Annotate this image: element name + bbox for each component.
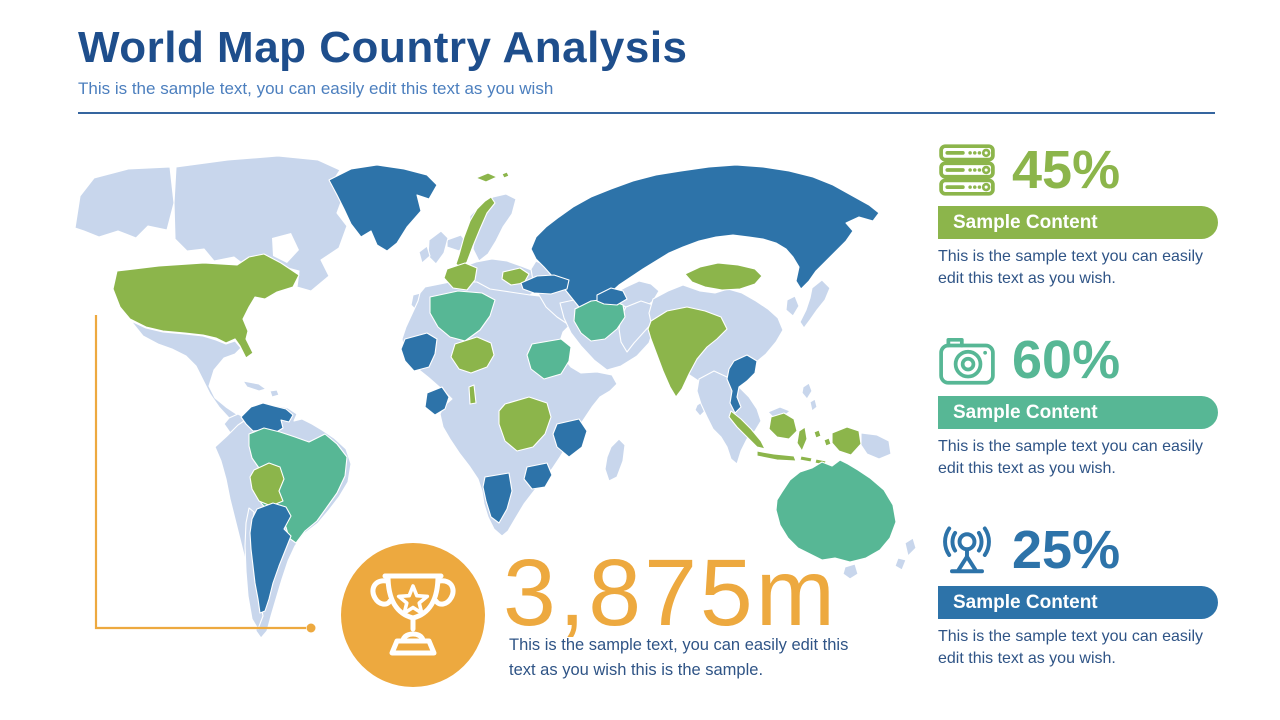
stat-value: 45% [1012,140,1121,200]
kpi-value: 3,875m [503,540,838,646]
header: World Map Country Analysis This is the s… [78,23,1218,99]
country-canada [173,155,348,292]
kpi-description: This is the sample text, you can easily … [509,636,849,679]
star-icon [396,584,430,615]
trophy-badge [341,543,485,687]
stat-top-row: 45% [938,140,1228,200]
country-argentina [249,502,292,614]
country-alaska [74,166,175,239]
stat-value: 60% [1012,330,1121,390]
hudson-bay [272,233,299,263]
camera-icon [939,337,995,385]
stat-block-camera: 60% Sample Content This is the sample te… [938,330,1228,481]
country-madagascar [604,438,626,482]
header-divider [78,112,1215,114]
callout-bracket [94,315,316,633]
country-mongolia [684,262,763,291]
country-namibia [482,472,513,524]
country-philippines [801,382,813,400]
country-japan [799,279,831,329]
country-ireland [418,245,431,264]
country-thailand [726,354,758,414]
country-united-kingdom [427,230,449,265]
country-indonesia-west-papua [831,426,862,456]
country-benin [468,384,477,405]
country-sudan [526,338,572,380]
country-france [443,262,478,291]
country-niger [450,336,495,374]
country-indonesia-lesser-sunda [799,455,813,463]
country-ivory-coast [424,386,450,416]
page-title: World Map Country Analysis [78,23,688,72]
country-united-states [112,253,300,359]
country-dr-congo [498,396,552,452]
country-mexico [130,320,248,425]
country-turkey [520,274,570,295]
stat-top-row: 60% [938,330,1228,390]
country-mauritania [400,332,438,372]
country-zimbabwe [523,462,553,490]
country-indonesia-sumatra [728,410,766,450]
trophy-circle [341,543,485,687]
country-indonesia-borneo [768,412,798,440]
stat-value: 25% [1012,520,1121,580]
stat-description: This is the sample text you can easily e… [938,438,1204,478]
stat-block-broadcast: 25% Sample Content This is the sample te… [938,520,1228,671]
country-korea [785,295,800,317]
server-icon [939,144,995,196]
country-bolivia [249,462,285,507]
country-turkmenistan [596,287,628,306]
country-philippines-south [809,398,818,412]
map-highlighted-countries [112,164,897,614]
country-tanzania [552,418,588,458]
country-papua-new-guinea [860,432,892,460]
country-new-zealand-north [904,537,917,557]
country-algeria [429,290,496,342]
country-indonesia-sulawesi [796,426,808,452]
stat-top-row: 25% [938,520,1228,580]
country-cuba [242,380,267,392]
region-svalbard [475,172,498,183]
country-indonesia-maluku [813,429,822,439]
country-new-zealand-south [894,557,907,571]
country-australia [775,459,897,563]
country-venezuela [240,402,294,434]
country-indonesia-java [756,450,797,462]
broadcast-icon [943,526,991,574]
country-tasmania [842,563,859,580]
country-hispaniola [269,389,280,398]
region-svalbard-east [501,171,510,179]
stat-banner: Sample Content [938,586,1218,619]
country-indonesia-maluku-east [823,437,832,447]
stat-banner: Sample Content [938,206,1218,239]
country-india [647,306,728,398]
stat-block-servers: 45% Sample Content This is the sample te… [938,140,1228,291]
trophy-icon [370,573,456,656]
country-greenland [328,164,438,252]
stat-description: This is the sample text you can easily e… [938,628,1204,668]
stat-description: This is the sample text you can easily e… [938,248,1204,288]
stat-banner: Sample Content [938,396,1218,429]
page-subtitle: This is the sample text, you can easily … [78,79,554,99]
